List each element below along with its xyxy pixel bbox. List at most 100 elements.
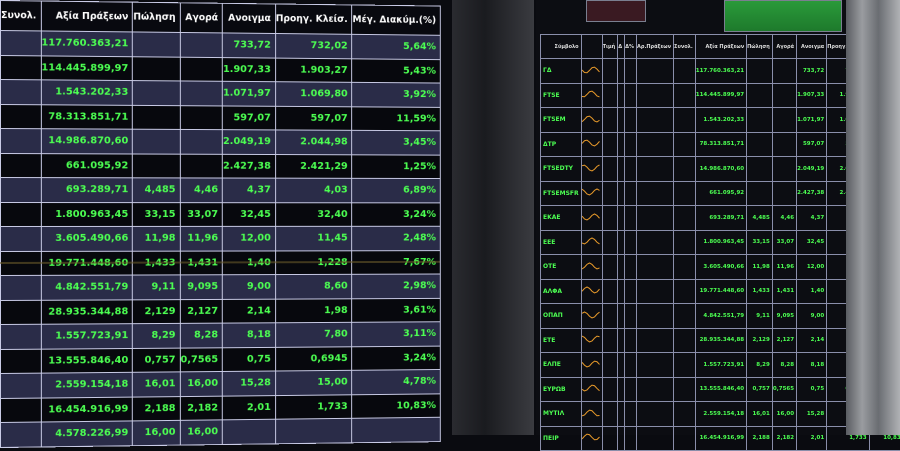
table-cell: 4,485 (133, 178, 180, 202)
sparkline-cell (581, 206, 602, 231)
table-cell (180, 129, 223, 153)
table-cell (625, 230, 637, 255)
table-cell: 1,25% (352, 154, 440, 178)
sparkline (582, 258, 600, 274)
sparkline (582, 282, 600, 298)
table-cell (637, 255, 674, 280)
table-cell: 2.559.154,18 (41, 372, 133, 397)
table-cell (602, 108, 618, 133)
table-cell (637, 304, 674, 329)
table-cell (618, 377, 625, 402)
table-cell: 1.907,33 (797, 83, 827, 108)
column-header: Σύμβολο (541, 35, 582, 59)
table-cell: 28.935.344,88 (41, 299, 133, 324)
table-cell (637, 157, 674, 182)
table-cell: 2,129 (133, 299, 180, 324)
table-cell: 597,07 (222, 105, 275, 129)
table-cell (625, 304, 637, 329)
table-cell: 2.044,98 (275, 130, 352, 154)
table-cell (674, 426, 696, 451)
table-cell (674, 206, 696, 231)
sparkline (582, 307, 600, 323)
table-cell (133, 153, 180, 177)
table-cell: 6,89% (352, 178, 440, 202)
table-cell: 8,29 (747, 353, 773, 378)
table-cell: 2.421,29 (275, 154, 352, 178)
table-cell: 4,03 (275, 178, 352, 202)
sparkline (582, 86, 600, 102)
symbol-cell: ΕΚΑΕ (541, 206, 582, 231)
table-cell: 661.095,92 (41, 153, 133, 178)
table-cell (674, 353, 696, 378)
table-cell: 1,40 (797, 279, 827, 304)
glass-frame (846, 0, 900, 435)
sparkline-cell (581, 279, 602, 304)
sparkline (582, 405, 600, 421)
sparkline (582, 356, 600, 372)
sparkline-cell (581, 83, 602, 108)
column-header: Αγορά (180, 3, 223, 33)
symbol-cell: FTSE (541, 83, 582, 108)
sparkline-cell (581, 377, 602, 402)
table-cell: 11,59% (352, 106, 440, 130)
symbol-cell: ΓΔ (541, 59, 582, 84)
table-cell: 2,127 (772, 328, 796, 353)
table-cell (602, 402, 618, 427)
column-header: Δ (618, 35, 625, 59)
table-cell: 597,07 (275, 106, 352, 131)
table-cell: 14.986.870,60 (41, 129, 133, 154)
table-cell: 661.095,92 (695, 181, 746, 206)
table-cell (602, 426, 618, 451)
table-cell (0, 300, 40, 325)
table-cell (637, 230, 674, 255)
table-cell: 2,188 (747, 426, 773, 451)
table-cell: 733,72 (797, 59, 827, 84)
table-cell: 2.049,19 (797, 157, 827, 182)
table-cell (625, 328, 637, 353)
table-cell (772, 181, 796, 206)
table-cell: 8,60 (275, 274, 352, 298)
table-cell (180, 57, 223, 82)
table-cell: 1.800.963,45 (41, 202, 133, 226)
symbol-cell: FTSEM (541, 108, 582, 133)
sparkline-cell (581, 157, 602, 182)
table-cell: 1.557.723,91 (41, 324, 133, 349)
column-header: Πώληση (747, 35, 773, 59)
table-cell (618, 59, 625, 84)
table-cell (747, 83, 773, 108)
column-header: Μέγ. Διακύμ.(%) (352, 5, 440, 35)
table-cell: 4,46 (180, 178, 223, 202)
table-cell: 3,24% (352, 346, 440, 371)
sparkline (582, 233, 600, 249)
table-cell: 4,78% (352, 369, 440, 394)
symbol-cell: ΑΛΦΑ (541, 279, 582, 304)
table-cell: 3,45% (352, 130, 440, 154)
symbol-cell: ΟΤΕ (541, 255, 582, 280)
sparkline-cell (581, 328, 602, 353)
table-cell: 11,98 (133, 226, 180, 250)
table-cell (180, 105, 223, 129)
table-cell: 1,733 (275, 394, 352, 419)
table-cell: 15,00 (275, 370, 352, 395)
table-cell: 1,431 (772, 279, 796, 304)
table-cell: 33,15 (133, 202, 180, 226)
pillar (452, 0, 534, 435)
table-cell: 4.578.226,99 (41, 421, 133, 447)
table-cell: 3,24% (352, 202, 440, 226)
table-cell (0, 202, 40, 226)
table-cell (602, 157, 618, 182)
table-cell: 9,00 (797, 304, 827, 329)
column-header: Συνολ. (0, 1, 40, 31)
table-cell (0, 324, 40, 349)
table-cell (618, 328, 625, 353)
table-cell (637, 132, 674, 157)
table-cell (625, 255, 637, 280)
table-cell: 1.903,27 (275, 58, 352, 83)
table-cell: 3,11% (352, 322, 440, 347)
table-cell (602, 181, 618, 206)
